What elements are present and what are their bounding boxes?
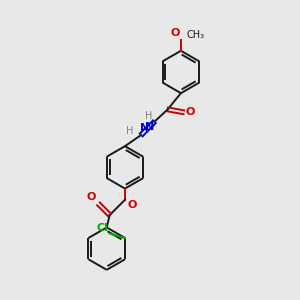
Text: N: N — [145, 122, 154, 132]
Text: O: O — [127, 200, 137, 210]
Text: CH₃: CH₃ — [186, 30, 204, 40]
Text: N: N — [140, 123, 149, 133]
Text: O: O — [87, 191, 96, 202]
Text: H: H — [145, 111, 152, 121]
Text: O: O — [171, 28, 180, 38]
Text: O: O — [186, 107, 195, 117]
Text: Cl: Cl — [96, 223, 108, 233]
Text: H: H — [125, 126, 133, 136]
